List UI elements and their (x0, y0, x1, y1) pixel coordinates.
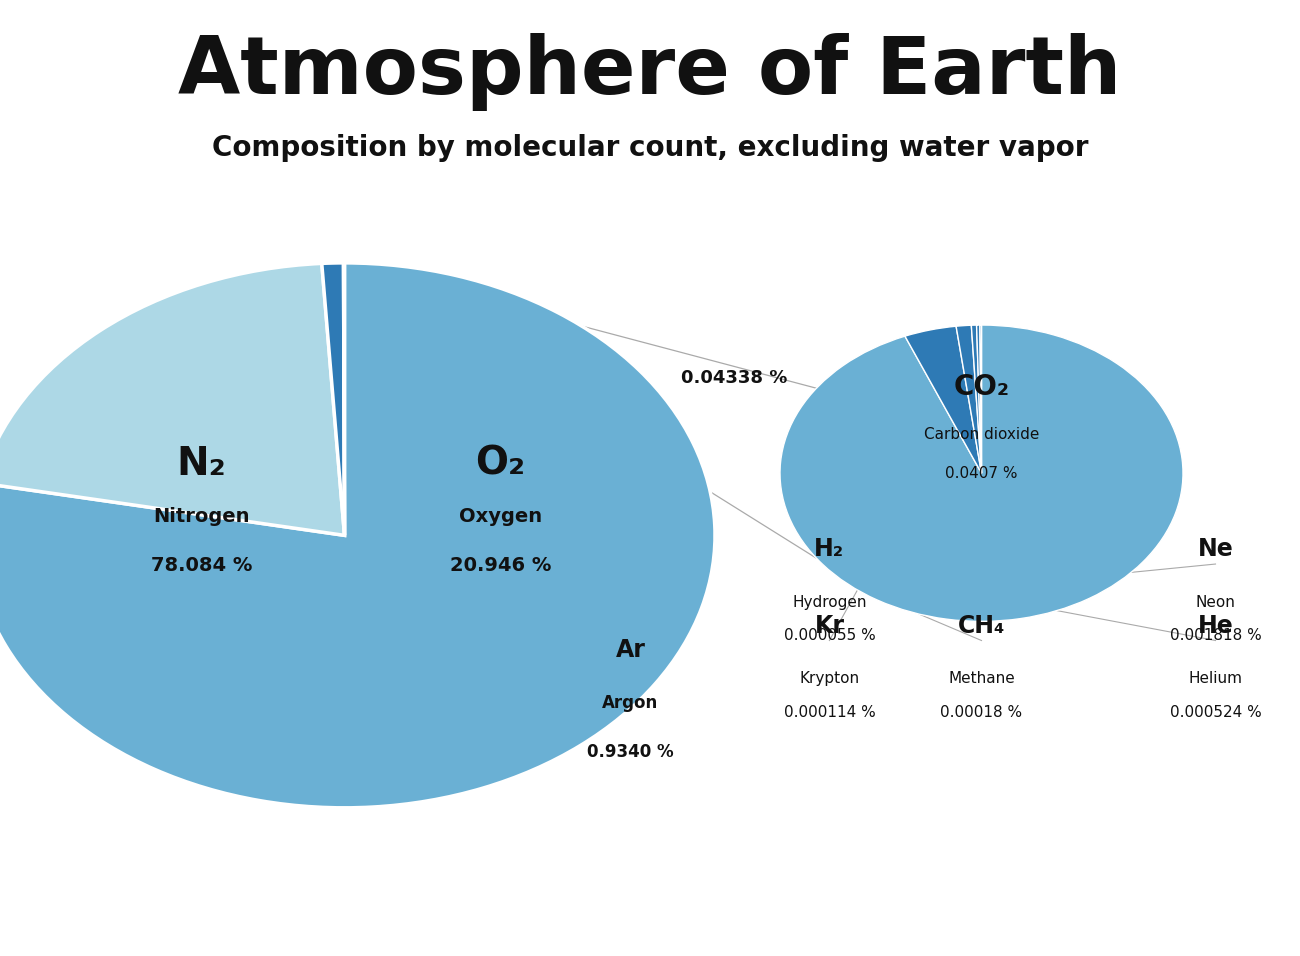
Text: CO₂: CO₂ (953, 373, 1010, 402)
Text: 0.001818 %: 0.001818 % (1170, 628, 1261, 643)
Text: Carbon dioxide: Carbon dioxide (924, 427, 1039, 443)
Text: Helium: Helium (1188, 671, 1243, 686)
Wedge shape (905, 326, 982, 473)
Text: Ne: Ne (1197, 537, 1234, 561)
Text: Kr: Kr (814, 614, 845, 638)
Wedge shape (322, 263, 344, 535)
Text: 0.04338 %: 0.04338 % (681, 369, 788, 386)
Wedge shape (780, 325, 1183, 621)
Text: Krypton: Krypton (800, 671, 859, 686)
Wedge shape (0, 263, 715, 808)
Text: H₂: H₂ (814, 537, 845, 561)
Text: Atmosphere of Earth: Atmosphere of Earth (178, 33, 1122, 111)
Text: CH₄: CH₄ (958, 614, 1005, 638)
Text: 78.084 %: 78.084 % (151, 556, 252, 576)
Text: He: He (1197, 614, 1234, 638)
Text: Argon: Argon (602, 694, 659, 711)
Wedge shape (0, 264, 344, 535)
Text: 0.0407 %: 0.0407 % (945, 466, 1018, 481)
Wedge shape (980, 325, 982, 473)
Text: Methane: Methane (948, 671, 1015, 686)
Wedge shape (976, 325, 982, 473)
Text: 0.000114 %: 0.000114 % (784, 705, 875, 720)
Text: 0.00018 %: 0.00018 % (940, 705, 1023, 720)
Text: Composition by molecular count, excluding water vapor: Composition by molecular count, excludin… (212, 134, 1088, 163)
Text: Nitrogen: Nitrogen (153, 507, 250, 526)
Wedge shape (956, 325, 982, 473)
Text: 0.000524 %: 0.000524 % (1170, 705, 1261, 720)
Wedge shape (971, 325, 982, 473)
Text: N₂: N₂ (177, 445, 226, 483)
Text: Ar: Ar (616, 638, 645, 663)
Text: Hydrogen: Hydrogen (792, 595, 867, 610)
Text: 0.000055 %: 0.000055 % (784, 628, 875, 643)
Text: Neon: Neon (1196, 595, 1235, 610)
Text: O₂: O₂ (476, 445, 525, 483)
Text: Oxygen: Oxygen (459, 507, 542, 526)
Text: 20.946 %: 20.946 % (450, 556, 551, 576)
Text: 0.9340 %: 0.9340 % (588, 744, 673, 761)
